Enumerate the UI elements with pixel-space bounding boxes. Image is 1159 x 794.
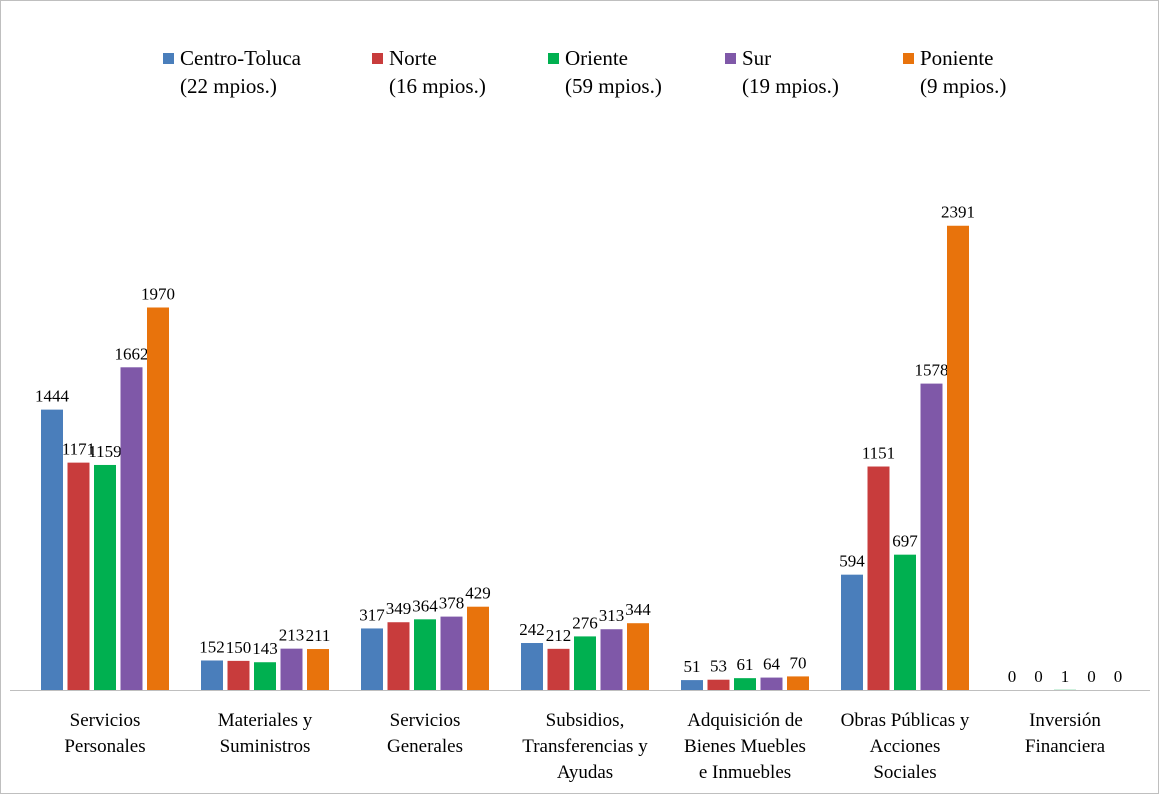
bar — [947, 225, 969, 690]
x-tick-label: Adquisición de Bienes Muebles e Inmueble… — [684, 710, 806, 783]
legend-swatch — [163, 53, 174, 64]
legend-swatch — [372, 53, 383, 64]
bar — [201, 660, 223, 690]
data-label: 594 — [839, 552, 865, 571]
bar — [681, 680, 703, 690]
bar — [361, 628, 383, 690]
legend-label: Centro-Toluca (22 mpios.) — [180, 46, 301, 98]
data-label: 0 — [1008, 667, 1017, 686]
bar — [707, 679, 730, 690]
data-label: 0 — [1114, 667, 1123, 686]
bar — [440, 616, 463, 690]
data-label: 344 — [625, 600, 651, 619]
data-label: 317 — [359, 605, 385, 624]
legend-item: Sur (19 mpios.) — [725, 44, 839, 100]
x-tick-label: Obras Públicas y Acciones Sociales — [840, 710, 970, 783]
bar — [734, 678, 756, 690]
legend-label: Oriente (59 mpios.) — [565, 46, 662, 98]
data-label: 1159 — [88, 442, 121, 461]
legend-swatch — [548, 53, 559, 64]
bar — [387, 622, 410, 690]
data-label: 364 — [412, 596, 438, 615]
bar — [467, 606, 489, 690]
data-label: 0 — [1034, 667, 1043, 686]
legend-label: Norte (16 mpios.) — [389, 46, 486, 98]
bar — [280, 648, 303, 690]
data-label: 61 — [737, 655, 754, 674]
data-label: 1 — [1061, 667, 1070, 686]
data-label: 212 — [546, 626, 572, 645]
x-tick-label: Subsidios, Transferencias y Ayudas — [522, 710, 648, 783]
legend-label: Sur (19 mpios.) — [742, 46, 839, 98]
bar — [67, 462, 90, 690]
legend-item: Poniente (9 mpios.) — [903, 44, 1006, 100]
data-label: 697 — [892, 532, 918, 551]
data-label: 64 — [763, 655, 781, 674]
legend-item: Oriente (59 mpios.) — [548, 44, 662, 100]
bar — [841, 574, 863, 690]
legend-item: Norte (16 mpios.) — [372, 44, 486, 100]
bar — [920, 383, 943, 690]
bar — [120, 367, 143, 690]
legend-swatch — [725, 53, 736, 64]
x-tick-label: Materiales y Suministros — [217, 710, 313, 757]
data-label: 349 — [386, 599, 412, 618]
data-label: 0 — [1087, 667, 1096, 686]
data-label: 143 — [252, 639, 278, 658]
data-label: 213 — [279, 626, 305, 645]
data-label: 2391 — [941, 203, 975, 222]
legend-swatch — [903, 53, 914, 64]
data-label: 152 — [199, 637, 225, 656]
bar — [94, 464, 116, 690]
bar — [414, 619, 436, 690]
data-label: 378 — [439, 594, 465, 613]
data-label: 150 — [226, 638, 252, 657]
data-label: 1970 — [141, 284, 175, 303]
bar — [867, 466, 890, 690]
bar — [574, 636, 596, 690]
data-label: 1151 — [862, 444, 895, 463]
data-label: 70 — [790, 653, 807, 672]
bar — [894, 554, 916, 690]
data-label: 53 — [710, 657, 727, 676]
data-label: 1171 — [62, 440, 95, 459]
bar — [147, 307, 169, 690]
data-label: 211 — [306, 626, 331, 645]
x-tick-label: Servicios Personales — [64, 710, 146, 757]
x-tick-label: Inversión Financiera — [1024, 710, 1106, 757]
bar — [547, 648, 570, 690]
data-label: 276 — [572, 613, 598, 632]
data-label: 1662 — [115, 344, 149, 363]
data-label: 313 — [599, 606, 625, 625]
legend-label: Poniente (9 mpios.) — [920, 46, 1007, 98]
bar — [521, 643, 543, 690]
x-tick-label: Servicios Generales — [387, 710, 463, 757]
data-label: 1578 — [915, 361, 949, 380]
data-label: 242 — [519, 620, 545, 639]
bar — [600, 629, 623, 690]
bar — [254, 662, 276, 690]
bar — [627, 623, 649, 690]
legend-item: Centro-Toluca (22 mpios.) — [163, 44, 301, 100]
bar — [41, 409, 63, 690]
bar — [307, 649, 329, 690]
data-label: 1444 — [35, 387, 70, 406]
data-label: 51 — [684, 657, 701, 676]
bar — [760, 677, 783, 690]
bar — [227, 660, 250, 690]
bar — [787, 676, 809, 690]
data-label: 429 — [465, 584, 491, 603]
